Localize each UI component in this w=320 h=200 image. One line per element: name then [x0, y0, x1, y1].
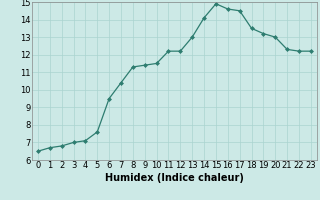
- X-axis label: Humidex (Indice chaleur): Humidex (Indice chaleur): [105, 173, 244, 183]
